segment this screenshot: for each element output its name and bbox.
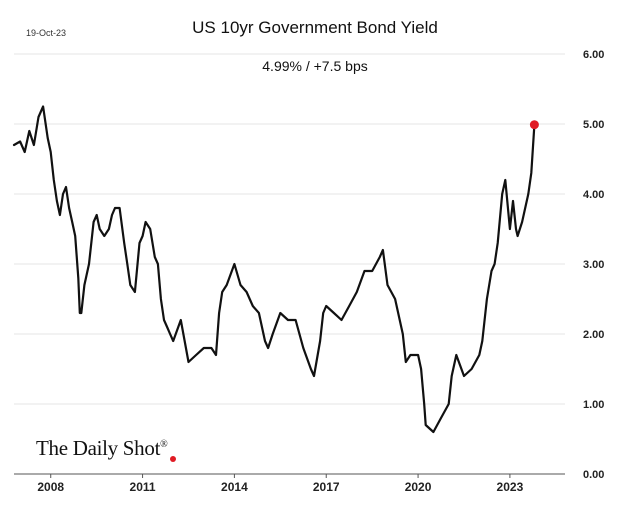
brand-name: The Daily Shot xyxy=(36,436,161,460)
x-axis-tick-labels: 2008 2011 2014 2017 2020 2023 xyxy=(37,480,523,494)
x-tick-label: 2008 xyxy=(37,480,64,494)
brand-logo: The Daily Shot® xyxy=(36,436,168,461)
x-tick-label: 2023 xyxy=(497,480,524,494)
x-axis xyxy=(14,473,565,478)
brand-trademark: ® xyxy=(160,439,168,450)
last-value-marker xyxy=(529,120,539,130)
chart-subtitle: 4.99% / +7.5 bps xyxy=(262,58,368,74)
chart-title: US 10yr Government Bond Yield xyxy=(192,18,438,37)
x-tick-label: 2017 xyxy=(313,480,340,494)
y-tick-label: 2.00 xyxy=(583,329,604,341)
series-group xyxy=(12,105,539,434)
x-tick-label: 2011 xyxy=(130,480,156,494)
y-tick-label: 4.00 xyxy=(583,189,604,201)
x-tick-label: 2014 xyxy=(221,480,248,494)
y-tick-label: 6.00 xyxy=(583,49,604,61)
series-line-0 xyxy=(12,105,536,434)
brand-dot-icon xyxy=(170,456,176,462)
x-tick-label: 2020 xyxy=(405,480,432,494)
y-tick-label: 5.00 xyxy=(583,119,604,131)
y-axis-tick-labels: 0.00 1.00 2.00 3.00 4.00 5.00 6.00 xyxy=(583,49,604,481)
y-tick-label: 3.00 xyxy=(583,259,604,271)
y-tick-label: 1.00 xyxy=(583,399,604,411)
y-tick-label: 0.00 xyxy=(583,469,604,481)
date-label: 19-Oct-23 xyxy=(26,28,67,38)
grid-lines xyxy=(14,53,565,405)
